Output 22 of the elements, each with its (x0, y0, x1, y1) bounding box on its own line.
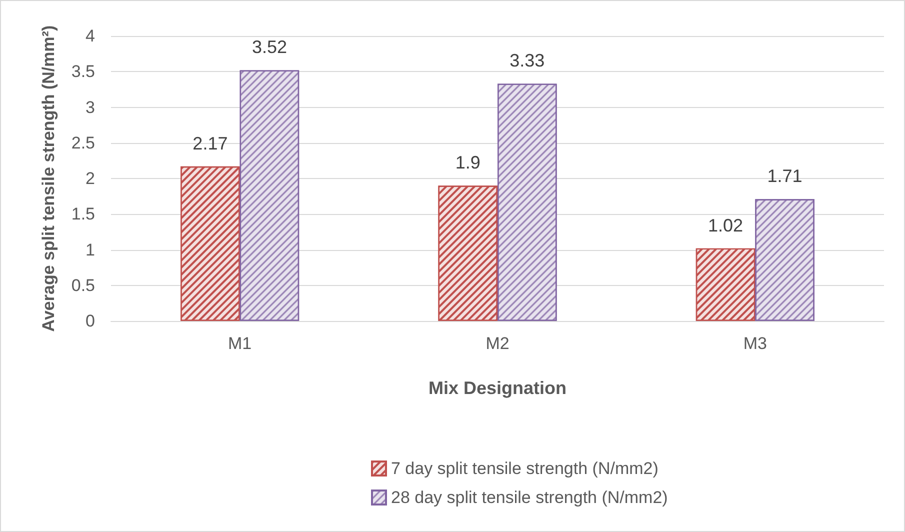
data-label: 1.71 (767, 166, 802, 186)
x-tick-label: M2 (486, 334, 510, 353)
y-tick-label: 1.5 (71, 204, 95, 224)
data-label: 2.17 (192, 133, 228, 154)
y-axis-title: Average split tensile strength (N/mm²) (39, 25, 58, 332)
data-label: 1.9 (455, 152, 480, 173)
y-tick-label: 2 (86, 169, 95, 188)
x-axis-title: Mix Designation (428, 378, 567, 398)
y-tick-label: 4 (86, 26, 95, 46)
x-tick-label: M3 (743, 334, 767, 353)
data-label: 3.33 (510, 50, 545, 71)
legend-label: 28 day split tensile strength (N/mm2) (391, 488, 668, 507)
y-tick-label: 2.5 (71, 133, 95, 152)
x-tick-label: M1 (228, 334, 252, 353)
y-tick-label: 1 (86, 240, 95, 260)
data-label: 3.52 (252, 37, 287, 58)
y-tick-label: 3.5 (71, 62, 95, 82)
legend-label: 7 day split tensile strength (N/mm2) (391, 459, 658, 478)
y-tick-label: 0 (86, 312, 95, 330)
y-tick-label: 0.5 (71, 276, 95, 295)
y-tick-label: 3 (86, 98, 95, 117)
data-label: 1.02 (708, 215, 744, 236)
